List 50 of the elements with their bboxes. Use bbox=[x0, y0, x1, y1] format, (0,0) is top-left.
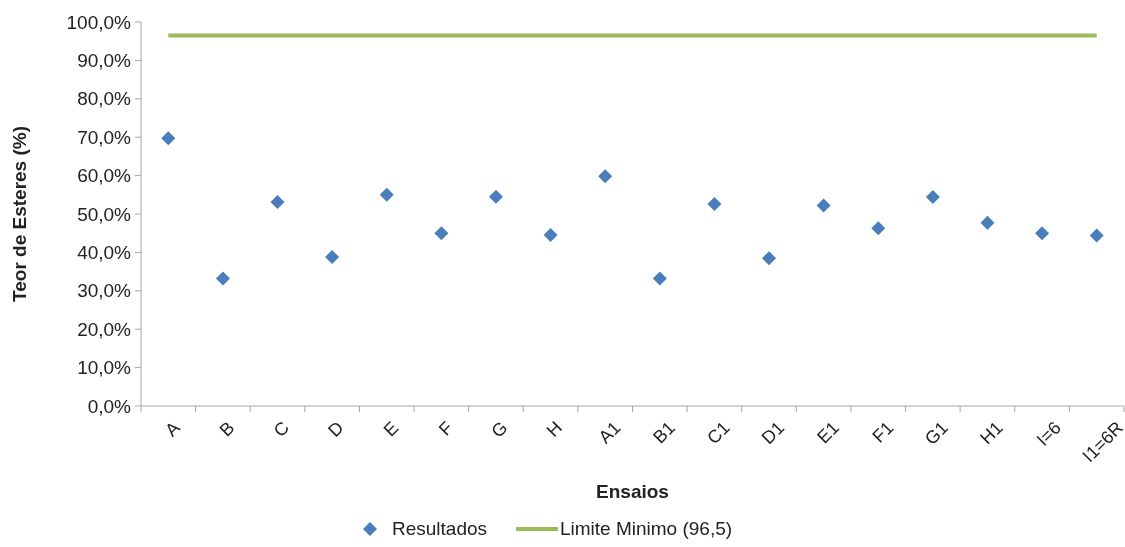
legend-label: Resultados bbox=[392, 518, 488, 539]
point bbox=[434, 226, 449, 241]
point bbox=[1035, 226, 1050, 241]
x-tick-label: B1 bbox=[649, 417, 679, 448]
x-tick-label: D1 bbox=[757, 417, 789, 449]
point bbox=[871, 221, 886, 236]
x-tick-label: G1 bbox=[920, 417, 953, 449]
x-tick-label: B bbox=[215, 417, 239, 441]
point bbox=[379, 187, 394, 202]
x-tick-label: F bbox=[434, 417, 457, 440]
point bbox=[161, 131, 176, 146]
x-tick-label: A bbox=[161, 417, 184, 441]
point bbox=[816, 198, 831, 213]
x-tick-label: E bbox=[379, 417, 403, 441]
x-tick-label: G bbox=[487, 417, 512, 442]
point bbox=[925, 190, 940, 205]
point bbox=[652, 271, 667, 286]
point bbox=[270, 195, 285, 210]
y-axis-title: Teor de Esteres (%) bbox=[9, 126, 30, 302]
point bbox=[980, 215, 995, 230]
x-tick-label: E1 bbox=[813, 417, 843, 448]
point bbox=[1089, 228, 1104, 243]
y-tick-label: 40,0% bbox=[77, 242, 132, 264]
point bbox=[762, 251, 777, 266]
legend-label: Limite Minimo (96,5) bbox=[560, 518, 733, 539]
y-tick-label: 80,0% bbox=[77, 88, 132, 110]
y-tick-label: 20,0% bbox=[77, 318, 132, 340]
point bbox=[325, 250, 340, 265]
point bbox=[488, 189, 503, 204]
x-tick-label: D bbox=[324, 417, 348, 441]
x-tick-label: H1 bbox=[976, 417, 1007, 449]
y-tick-label: 100,0% bbox=[66, 11, 132, 33]
point bbox=[598, 169, 613, 184]
y-tick-label: 0,0% bbox=[87, 395, 132, 417]
y-tick-label: 30,0% bbox=[77, 280, 132, 302]
point bbox=[215, 271, 230, 286]
x-tick-label: A1 bbox=[594, 417, 625, 448]
x-tick-label: C bbox=[269, 417, 293, 441]
y-tick-label: 70,0% bbox=[77, 126, 132, 148]
y-tick-label: 10,0% bbox=[77, 357, 132, 379]
x-tick-label: F1 bbox=[868, 417, 898, 447]
y-tick-label: 60,0% bbox=[77, 165, 132, 187]
x-axis-title: Ensaios bbox=[596, 481, 669, 502]
point bbox=[543, 228, 558, 243]
point bbox=[707, 197, 722, 212]
x-tick-label: C1 bbox=[703, 417, 734, 449]
x-tick-label: I=6 bbox=[1032, 417, 1065, 450]
x-tick-label: H bbox=[542, 417, 567, 441]
y-tick-label: 50,0% bbox=[77, 203, 132, 225]
y-tick-label: 90,0% bbox=[77, 50, 132, 72]
